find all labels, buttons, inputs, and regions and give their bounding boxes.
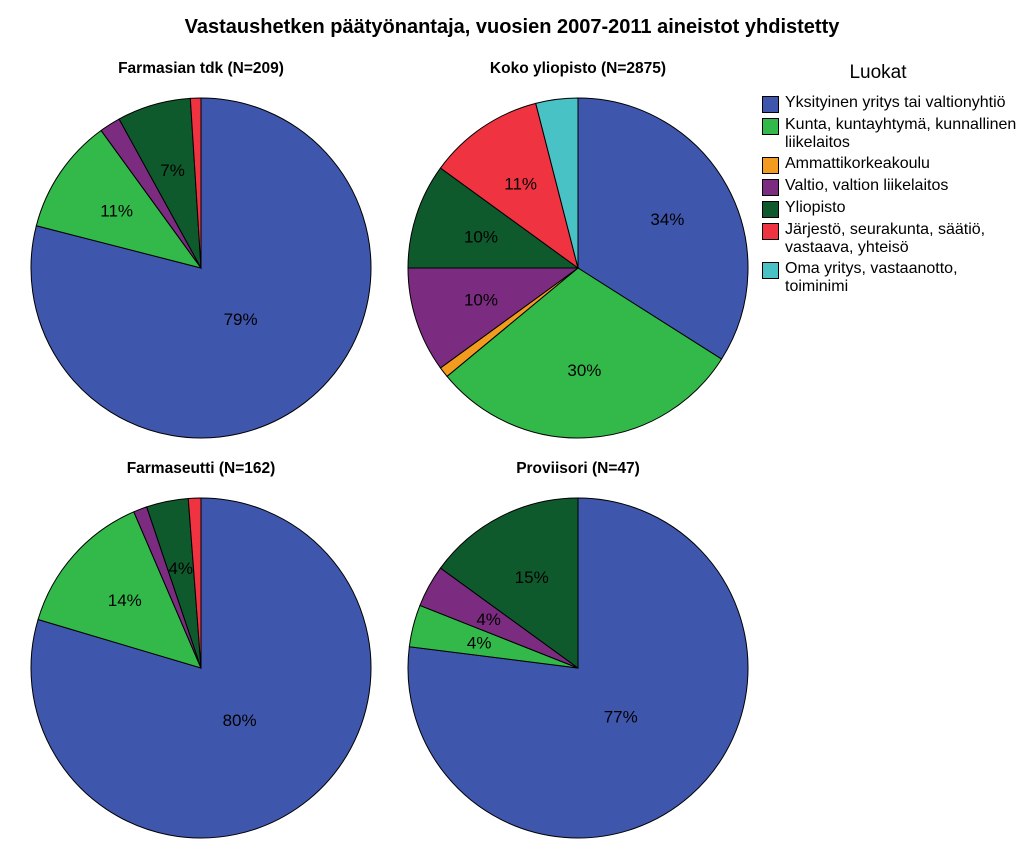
legend-label: Yksityinen yritys tai valtionyhtiö (785, 94, 1006, 111)
pie-0: 79% 11% 7% (30, 97, 372, 439)
legend-label: Valtio, valtion liikelaitos (785, 177, 949, 194)
legend-label: Oma yritys, vastaanotto, toiminimi (785, 260, 958, 295)
slice-label: 15% (515, 568, 549, 587)
pie-slice (30, 97, 372, 439)
legend-item: Yksityinen yritys tai valtionyhtiö (762, 94, 1020, 113)
slice-label: 11% (100, 202, 133, 221)
pie-slice (35, 129, 203, 269)
legend-item: Oma yritys, vastaanotto, toiminimi (762, 260, 1020, 296)
pie-slice (446, 267, 723, 439)
slice-label: 4% (168, 559, 193, 578)
legend-item: Valtio, valtion liikelaitos (762, 177, 1020, 196)
slice-label: 7% (160, 161, 185, 180)
legend-item: Kunta, kuntayhtymä, kunnallinen liikelai… (762, 116, 1020, 152)
slice-label: 4% (467, 634, 492, 653)
pie-3: 77% 4% 4% 15% (407, 497, 749, 839)
legend-items: Yksityinen yritys tai valtionyhtiö Kunta,… (762, 94, 1020, 296)
pie-slice (187, 497, 202, 669)
legend-swatch (762, 157, 779, 174)
slice-label: 79% (224, 310, 258, 329)
legend-swatch (762, 223, 779, 240)
slice-label: 4% (476, 610, 501, 629)
slice-label: 80% (223, 711, 257, 730)
legend-label: Yliopisto (785, 199, 846, 216)
pie-title-farmaseutti: Farmaseutti (N=162) (126, 460, 276, 477)
legend-title: Luokat (849, 62, 907, 83)
legend-swatch (762, 118, 779, 135)
pie-title-koko-yliopisto: Koko yliopisto (N=2875) (489, 60, 667, 77)
pie-slice (439, 497, 579, 669)
pie-slice (439, 102, 579, 270)
slice-label: 11% (504, 175, 537, 194)
pie-slice (577, 97, 749, 360)
slice-label: 10% (464, 227, 498, 246)
legend-swatch (762, 262, 779, 279)
pie-slice (407, 267, 580, 369)
legend-swatch (762, 179, 779, 196)
pie-slice (407, 167, 580, 269)
chart-title: Vastaushetken päätyönantaja, vuosien 200… (184, 16, 840, 38)
slice-label: 10% (464, 291, 498, 310)
legend-item: Yliopisto (762, 199, 1020, 218)
pie-slice (189, 97, 202, 269)
legend-swatch (762, 201, 779, 218)
slice-label: 77% (604, 707, 638, 726)
legend-item: Ammattikorkeakoulu (762, 155, 1020, 174)
legend-label: Kunta, kuntayhtymä, kunnallinen liikelai… (785, 116, 1017, 151)
legend-label: Järjestö, seurakunta, säätiö, vastaava, … (785, 221, 986, 256)
slice-label: 14% (108, 591, 142, 610)
slice-label: 34% (650, 210, 684, 229)
legend-swatch (762, 96, 779, 113)
pie-slice (407, 497, 749, 839)
pie-slice (535, 97, 579, 269)
legend-item: Järjestö, seurakunta, säätiö, vastaava, … (762, 221, 1020, 257)
pie-title-farmasian-tdk: Farmasian tdk (N=209) (118, 60, 284, 77)
pie-title-proviisori: Proviisori (N=47) (516, 460, 640, 477)
pie-slice (37, 511, 202, 669)
pie-1: 34% 30% 10% 10% 11% (407, 97, 749, 439)
pie-2: 80% 14% 4% (30, 497, 372, 839)
legend: Luokat Yksityinen yritys tai valtionyhti… (762, 62, 1020, 299)
slice-label: 30% (567, 361, 601, 380)
legend-label: Ammattikorkeakoulu (785, 155, 930, 172)
